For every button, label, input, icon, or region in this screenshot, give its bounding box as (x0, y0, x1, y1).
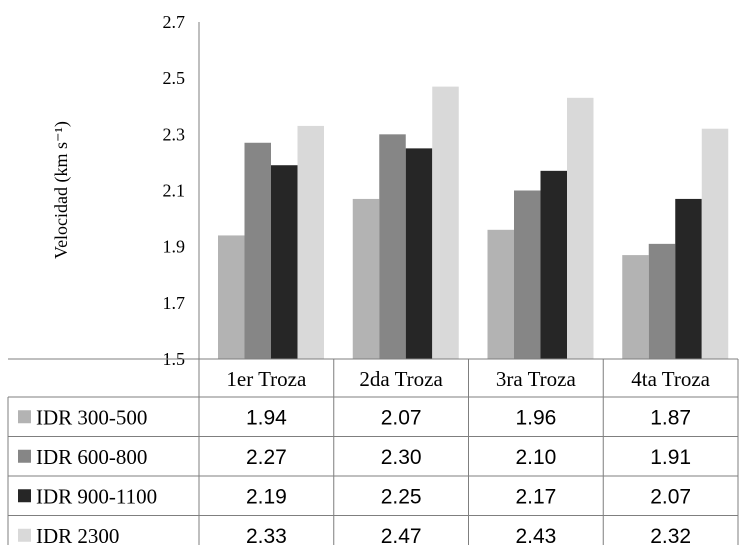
table-value-cell: 2.30 (381, 446, 422, 469)
bar (648, 243, 676, 359)
table-value-cell: 1.94 (246, 406, 287, 429)
legend-label: IDR 600-800 (36, 445, 147, 469)
table-value-cell: 2.47 (381, 525, 422, 545)
table-value-cell: 2.32 (650, 525, 691, 545)
bar (701, 128, 729, 359)
x-category-label: 1er Troza (226, 367, 307, 391)
bar (352, 198, 380, 359)
bar (675, 198, 702, 359)
x-category-label: 2da Troza (359, 367, 443, 391)
legend-swatch (18, 410, 31, 424)
bar (487, 229, 514, 359)
bars (218, 86, 729, 360)
bar (622, 255, 649, 359)
legend-label: IDR 900-1100 (36, 484, 157, 508)
x-category-label: 4ta Troza (631, 367, 710, 391)
bar (271, 165, 298, 359)
y-tick-label: 2.1 (163, 181, 186, 201)
bar (540, 170, 567, 359)
table-value-cell: 2.25 (381, 485, 422, 508)
bar (244, 142, 271, 359)
y-tick-label: 2.3 (163, 124, 186, 144)
y-tick-label: 1.7 (163, 293, 186, 313)
bar (379, 134, 406, 359)
y-tick-label: 1.9 (163, 237, 186, 257)
bar (405, 148, 433, 359)
table-value-cell: 2.10 (515, 446, 556, 469)
legend-swatch (18, 528, 31, 542)
bar (218, 235, 245, 359)
table-value-cell: 1.87 (650, 406, 691, 429)
table-value-cell: 1.91 (650, 446, 691, 469)
table-value-cell: 2.27 (246, 446, 287, 469)
table-value-cell: 2.07 (650, 485, 691, 508)
y-axis: 1.51.71.92.12.32.52.7 (163, 12, 200, 369)
bar (297, 125, 324, 360)
y-tick-label: 2.5 (163, 68, 186, 88)
legend-swatch (18, 489, 31, 503)
legend-label: IDR 300-500 (36, 405, 147, 429)
table-value-cell: 2.43 (515, 525, 556, 545)
bar (432, 86, 459, 359)
y-tick-label: 2.7 (163, 12, 186, 32)
legend-label: IDR 2300 (36, 524, 119, 545)
x-category-label: 3ra Troza (496, 367, 577, 391)
table-value-cell: 2.17 (515, 485, 556, 508)
table-value-cell: 2.07 (381, 406, 422, 429)
bar (567, 97, 594, 359)
table-value-cell: 1.96 (515, 406, 556, 429)
table-value-cell: 2.19 (246, 485, 287, 508)
bar (514, 190, 541, 359)
legend-swatch (18, 449, 31, 463)
y-axis-label: Velocidad (km s⁻¹) (51, 121, 72, 259)
data-table: 1er Troza 2da Troza 3ra Troza 4ta Troza IDR … (7, 358, 739, 545)
table-value-cell: 2.33 (246, 525, 287, 545)
